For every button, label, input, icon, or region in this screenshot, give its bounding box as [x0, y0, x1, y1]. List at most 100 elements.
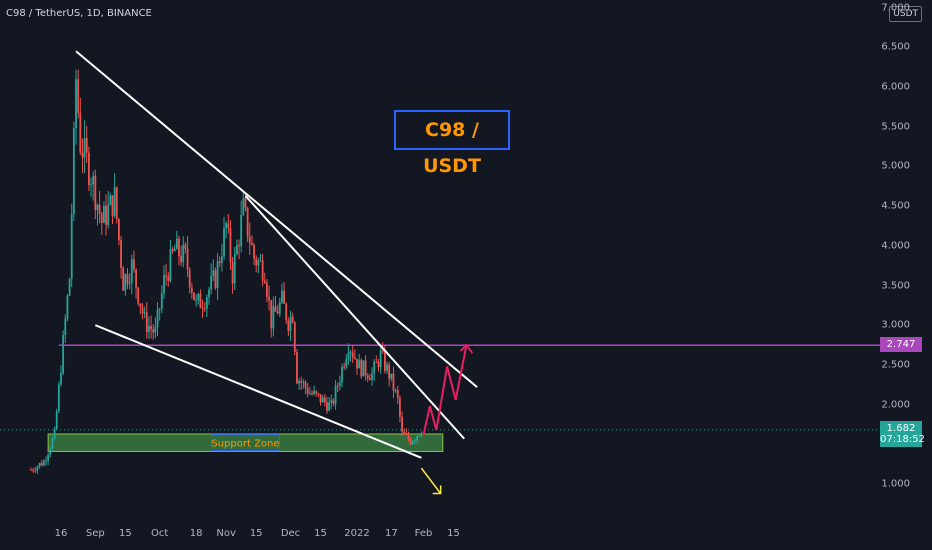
candle	[345, 354, 348, 370]
candle-body	[68, 278, 71, 296]
candle	[371, 367, 373, 386]
candle-body	[118, 219, 120, 241]
projection-layer	[422, 343, 474, 435]
candle	[238, 239, 240, 260]
x-tick-label: 15	[118, 528, 132, 539]
y-tick-label: 6.500	[881, 41, 910, 53]
candle	[266, 278, 268, 303]
candle-body	[276, 311, 279, 314]
candle-body	[281, 290, 283, 303]
candle	[87, 146, 90, 192]
candle	[79, 97, 82, 155]
candle	[373, 359, 376, 381]
candle-body	[122, 268, 125, 291]
candle	[227, 214, 230, 234]
candle	[216, 253, 219, 301]
y-tick-label: 2.500	[881, 359, 910, 371]
candle-body	[321, 397, 324, 403]
candle	[178, 235, 180, 266]
candle	[137, 286, 140, 306]
candle	[278, 297, 281, 318]
candle	[186, 235, 189, 277]
candle-body	[42, 461, 45, 466]
candle	[246, 206, 249, 243]
candle-body	[227, 223, 230, 229]
candle-body	[79, 112, 82, 153]
candle	[330, 394, 333, 410]
candle-body	[231, 262, 234, 284]
candle-body	[373, 361, 376, 374]
candle	[225, 221, 228, 239]
candle	[94, 169, 97, 220]
candle-body	[45, 460, 47, 462]
last-price-countdown: 07:18:52	[880, 433, 925, 445]
candle-body	[272, 306, 275, 329]
candle	[160, 285, 163, 314]
candle-body	[368, 378, 371, 381]
candle	[233, 246, 236, 291]
candle-body	[332, 400, 335, 404]
y-tick-label: 6.000	[881, 81, 910, 93]
candles-layer	[30, 69, 423, 474]
candle-body	[158, 308, 161, 310]
candle-body	[364, 360, 367, 376]
candle	[399, 395, 401, 423]
candle-body	[92, 175, 95, 185]
candle-body	[96, 204, 99, 210]
candle-body	[57, 384, 60, 412]
candle	[141, 302, 144, 320]
candle	[272, 296, 275, 337]
last-price-tag: 1.682 07:18:52	[880, 420, 925, 447]
candle	[128, 273, 131, 290]
y-tick-label: 3.500	[881, 280, 910, 291]
candle-body	[201, 307, 204, 309]
candle-body	[296, 352, 298, 384]
candle-body	[135, 269, 137, 288]
candle	[317, 392, 320, 398]
candle	[111, 195, 114, 225]
candle	[414, 438, 416, 444]
candle-body	[156, 309, 159, 328]
candle	[182, 236, 185, 268]
candle	[285, 302, 288, 324]
candle-body	[259, 260, 262, 262]
candle-body	[375, 361, 378, 363]
candle-body	[34, 470, 37, 472]
candle	[218, 256, 221, 268]
candle-body	[293, 322, 296, 353]
candle-body	[356, 358, 358, 369]
candle-body	[139, 303, 142, 308]
candle	[223, 217, 225, 261]
candle-body	[349, 352, 352, 354]
candle	[90, 177, 92, 197]
candle	[401, 411, 403, 437]
candle	[98, 190, 101, 224]
currency-badge[interactable]: USDT	[889, 6, 922, 22]
y-tick-label: 4.500	[881, 200, 910, 212]
candle	[334, 380, 337, 410]
candle-body	[308, 393, 311, 395]
candle-body	[268, 297, 270, 301]
candle	[281, 283, 283, 305]
candle-body	[302, 381, 305, 383]
x-tick-label: 15	[447, 528, 460, 539]
candle-body	[409, 439, 412, 445]
candle-body	[107, 204, 110, 225]
candle	[122, 265, 125, 291]
candle-body	[103, 205, 105, 223]
x-tick-label: Feb	[414, 528, 433, 539]
candle	[257, 257, 260, 274]
candle	[51, 436, 54, 450]
candle	[190, 282, 193, 299]
x-tick-label: Oct	[151, 528, 169, 539]
candle-body	[141, 307, 144, 314]
candle-body	[336, 385, 339, 387]
candle	[124, 273, 127, 296]
candle	[411, 440, 414, 446]
candle-body	[98, 204, 101, 214]
candle	[315, 390, 318, 397]
candle	[364, 355, 367, 381]
candle-body	[85, 138, 88, 153]
candle	[321, 394, 324, 403]
